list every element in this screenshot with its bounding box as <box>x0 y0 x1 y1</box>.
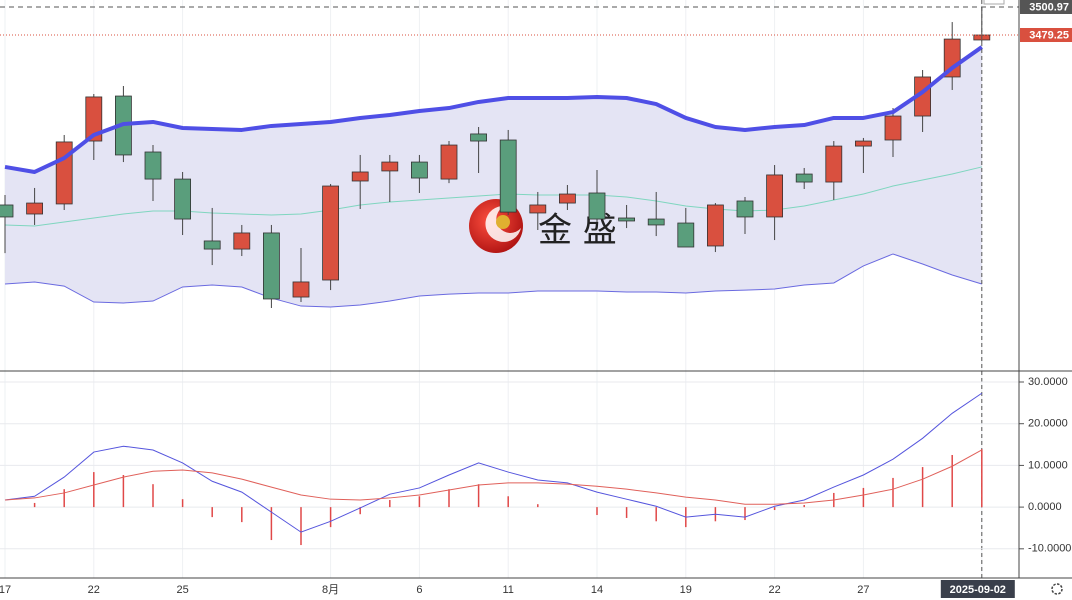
y-tick-label: 0.0000 <box>1028 501 1062 513</box>
candle-body <box>233 232 251 250</box>
x-tick-label: 22 <box>768 584 780 596</box>
x-tick-label: 25 <box>176 584 188 596</box>
candle-body <box>262 232 280 300</box>
candle-body <box>292 281 310 298</box>
candle-body <box>618 217 635 222</box>
logo-dot <box>496 215 510 229</box>
x-tick-label: 27 <box>857 584 869 596</box>
candle-body <box>736 200 754 218</box>
price-tag <box>1020 0 1072 15</box>
settings-icon[interactable] <box>1051 583 1063 595</box>
candle-body <box>470 133 488 142</box>
y-tick-label: -10.0000 <box>1028 543 1071 555</box>
price-tag-label: 3500.97 <box>1029 1 1069 13</box>
candle-body <box>766 174 783 218</box>
x-tick-label: 22 <box>88 584 100 596</box>
band-line <box>4 166 982 227</box>
candle-body <box>174 178 192 220</box>
candle-body <box>351 171 369 182</box>
candle-body <box>855 140 872 147</box>
price-tag <box>1020 28 1072 43</box>
watermark <box>469 199 523 253</box>
candle-body <box>85 96 103 142</box>
candle-body <box>884 115 902 141</box>
x-tick-label: 19 <box>680 584 692 596</box>
x-tick-label: 17 <box>0 584 11 596</box>
y-tick-label: 10.0000 <box>1028 459 1068 471</box>
x-tag <box>940 580 1015 598</box>
x-tick-label: 6 <box>416 584 422 596</box>
x-tick-label: 14 <box>591 584 603 596</box>
candle-body <box>322 185 340 281</box>
x-tick-label: 2025-09-02 <box>950 584 1006 596</box>
macd-line <box>4 449 983 505</box>
candle-body <box>559 193 576 204</box>
candle-body <box>26 202 44 215</box>
x-tick-label: 8月 <box>322 584 339 596</box>
candle-body <box>144 151 162 180</box>
logo-swirl <box>485 205 521 242</box>
candle-body <box>203 240 221 250</box>
candle-body <box>795 173 813 183</box>
candle-body <box>588 192 606 220</box>
band-line <box>4 45 983 174</box>
candle-body <box>825 145 843 183</box>
candle-body <box>381 161 399 172</box>
candle-body <box>707 204 724 247</box>
price-tag-label: 3479.25 <box>1029 29 1069 41</box>
candle-body <box>0 204 14 218</box>
candle-body <box>440 144 458 180</box>
y-tick-label: 30.0000 <box>1028 376 1068 388</box>
x-tick-label: 11 <box>502 584 513 596</box>
y-tick-label: 20.0000 <box>1028 418 1068 430</box>
band-line <box>4 253 982 308</box>
macd-line <box>4 392 983 533</box>
candle-body <box>410 161 428 179</box>
candle-body <box>499 139 517 213</box>
candle-body <box>677 222 695 248</box>
candle-body <box>647 218 665 226</box>
expand-icon <box>983 0 1005 5</box>
candle-body <box>529 204 547 214</box>
